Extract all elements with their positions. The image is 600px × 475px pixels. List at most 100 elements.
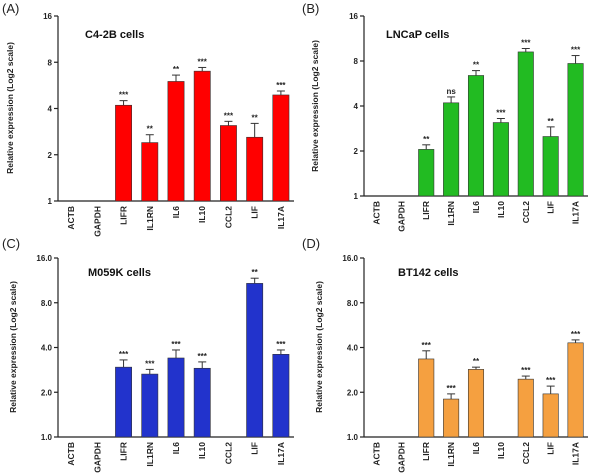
x-tick-label: CCL2 xyxy=(223,206,233,228)
y-axis-label: Relative expression (Log2 scale) xyxy=(310,40,320,172)
y-tick-label: 2 xyxy=(354,147,359,156)
x-tick-label: ACTB xyxy=(66,206,76,230)
x-tick-label: IL10 xyxy=(197,442,207,459)
x-tick-label: IL17A xyxy=(276,442,286,465)
bar xyxy=(542,393,559,438)
x-tick-label: IL17A xyxy=(571,442,581,465)
y-tick-label: 1.0 xyxy=(41,433,53,442)
bar xyxy=(492,122,509,197)
y-tick-label: 1 xyxy=(354,192,359,201)
x-tick-label: IL6 xyxy=(171,442,181,455)
y-tick-label: 8.0 xyxy=(41,299,53,308)
bar xyxy=(418,358,435,438)
chart-title: LNCaP cells xyxy=(386,29,449,41)
panel-a: (A) C4-2B cells Relative expression (Log2 … xyxy=(2,1,294,237)
x-tick-label: LIFR xyxy=(119,206,129,225)
bar xyxy=(567,342,584,438)
significance-label: ** xyxy=(147,125,154,134)
significance-label: *** xyxy=(276,81,286,90)
bar xyxy=(542,136,559,197)
x-tick-label: LIF xyxy=(250,442,260,455)
bar xyxy=(141,373,159,438)
significance-label: *** xyxy=(446,384,456,393)
significance-label: *** xyxy=(145,359,155,368)
y-tick-label: 4.0 xyxy=(41,344,53,353)
bar xyxy=(517,378,534,438)
x-tick-label: IL6 xyxy=(471,442,481,455)
significance-label: *** xyxy=(571,330,581,339)
x-tick-label: ACTB xyxy=(371,442,381,466)
bar xyxy=(193,70,211,202)
x-tick-label: ACTB xyxy=(371,201,381,225)
x-tick-label: CCL2 xyxy=(223,442,233,464)
x-tick-label: IL1RN xyxy=(446,201,456,226)
x-tick-label: IL10 xyxy=(496,201,506,218)
chart-title: M059K cells xyxy=(88,267,151,279)
y-tick-label: 16 xyxy=(43,12,52,21)
significance-label: ** xyxy=(173,65,180,74)
significance-label: *** xyxy=(521,366,531,375)
significance-label: *** xyxy=(521,38,531,47)
chart-title: BT142 cells xyxy=(398,267,459,279)
y-tick-label: 2.0 xyxy=(347,388,359,397)
significance-label: *** xyxy=(198,57,208,66)
panel-d: (D) BT142 cells Relative expression (Log2 … xyxy=(302,236,588,473)
significance-label: ** xyxy=(473,357,480,366)
y-tick-label: 16 xyxy=(349,12,358,21)
bar xyxy=(246,283,264,438)
significance-label: *** xyxy=(171,340,181,349)
significance-label: ** xyxy=(548,117,555,126)
significance-label: *** xyxy=(422,341,432,350)
y-axis-label: Relative expression (Log2 scale) xyxy=(314,281,324,413)
panel-letter: (A) xyxy=(2,1,19,16)
x-tick-label: IL6 xyxy=(471,201,481,214)
y-tick-label: 4 xyxy=(354,102,359,111)
significance-label: *** xyxy=(276,340,286,349)
panel-letter: (B) xyxy=(302,1,319,16)
significance-label: ** xyxy=(252,268,259,277)
bar xyxy=(418,149,435,197)
panel-c: (C) M059K cells Relative expression (Log2 … xyxy=(2,236,294,473)
y-axis-label: Relative expression (Log2 scale) xyxy=(5,42,15,174)
bar xyxy=(115,366,132,438)
bar xyxy=(246,136,264,202)
significance-label: *** xyxy=(496,108,506,117)
bar xyxy=(167,81,185,202)
x-tick-label: IL17A xyxy=(571,201,581,224)
x-tick-label: GAPDH xyxy=(92,442,102,473)
x-tick-label: LIFR xyxy=(119,442,129,461)
bar xyxy=(115,104,132,202)
x-tick-label: LIF xyxy=(250,206,260,219)
significance-label: ns xyxy=(446,87,456,96)
significance-label: ** xyxy=(473,61,480,70)
y-tick-label: 8.0 xyxy=(347,299,359,308)
x-tick-label: CCL2 xyxy=(521,442,531,464)
x-tick-label: LIF xyxy=(546,201,556,214)
significance-label: *** xyxy=(198,352,208,361)
x-tick-label: LIF xyxy=(546,442,556,455)
y-tick-label: 1 xyxy=(48,197,53,206)
y-tick-label: 8 xyxy=(48,58,53,67)
x-tick-label: ACTB xyxy=(66,442,76,466)
x-tick-label: LIFR xyxy=(421,201,431,220)
significance-label: *** xyxy=(119,91,129,100)
panel-letter: (D) xyxy=(302,236,320,251)
y-axis-label: Relative expression (Log2 scale) xyxy=(8,281,18,413)
x-tick-label: IL10 xyxy=(197,206,207,223)
bar xyxy=(517,51,534,197)
y-tick-label: 16.0 xyxy=(36,254,52,263)
significance-label: *** xyxy=(119,350,129,359)
y-tick-label: 2.0 xyxy=(41,388,53,397)
y-tick-label: 4 xyxy=(48,105,53,114)
x-tick-label: IL10 xyxy=(496,442,506,459)
y-tick-label: 4.0 xyxy=(347,344,359,353)
y-tick-label: 1.0 xyxy=(347,433,359,442)
bar xyxy=(467,369,485,438)
x-tick-label: IL1RN xyxy=(145,206,155,231)
significance-label: ** xyxy=(252,113,259,122)
x-tick-label: IL1RN xyxy=(446,442,456,467)
x-tick-label: GAPDH xyxy=(92,206,102,237)
bar xyxy=(272,354,290,438)
significance-label: *** xyxy=(546,376,556,385)
